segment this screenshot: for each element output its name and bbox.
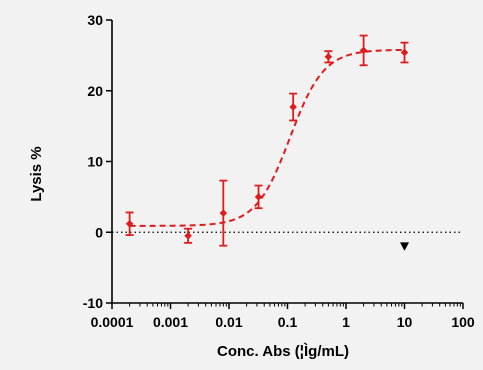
data-point [219, 209, 228, 218]
data-point [400, 48, 409, 57]
data-point [324, 52, 333, 61]
axes: -10 0 10 20 30 0.0001 0.001 0.01 0.1 1 10 100 [83, 12, 475, 330]
plot-area [112, 34, 463, 251]
fit-curve [129, 48, 405, 227]
y-tick-label: -10 [83, 295, 103, 311]
x-tick-label: 0.001 [153, 314, 188, 330]
x-tick-label: 0.0001 [91, 314, 134, 330]
data-point [184, 231, 192, 240]
down-triangle-marker [400, 242, 409, 251]
y-tick-label: 30 [87, 12, 103, 28]
y-tick-label: 10 [87, 154, 103, 170]
x-tick-label: 0.01 [215, 314, 242, 330]
data-point [359, 46, 368, 55]
y-tick-label: 0 [95, 224, 103, 240]
x-tick-label: 1 [342, 314, 350, 330]
data-point [254, 193, 263, 201]
data-point [289, 103, 298, 111]
x-tick-label: 0.1 [278, 314, 298, 330]
y-tick-label: 20 [87, 83, 103, 99]
data-point [125, 219, 134, 228]
y-axis-title: Lysis % [28, 146, 45, 201]
x-tick-label: 10 [397, 314, 413, 330]
x-tick-label: 100 [451, 314, 475, 330]
x-axis-title: Conc. Abs (¦Ìg/mL) [217, 343, 349, 360]
